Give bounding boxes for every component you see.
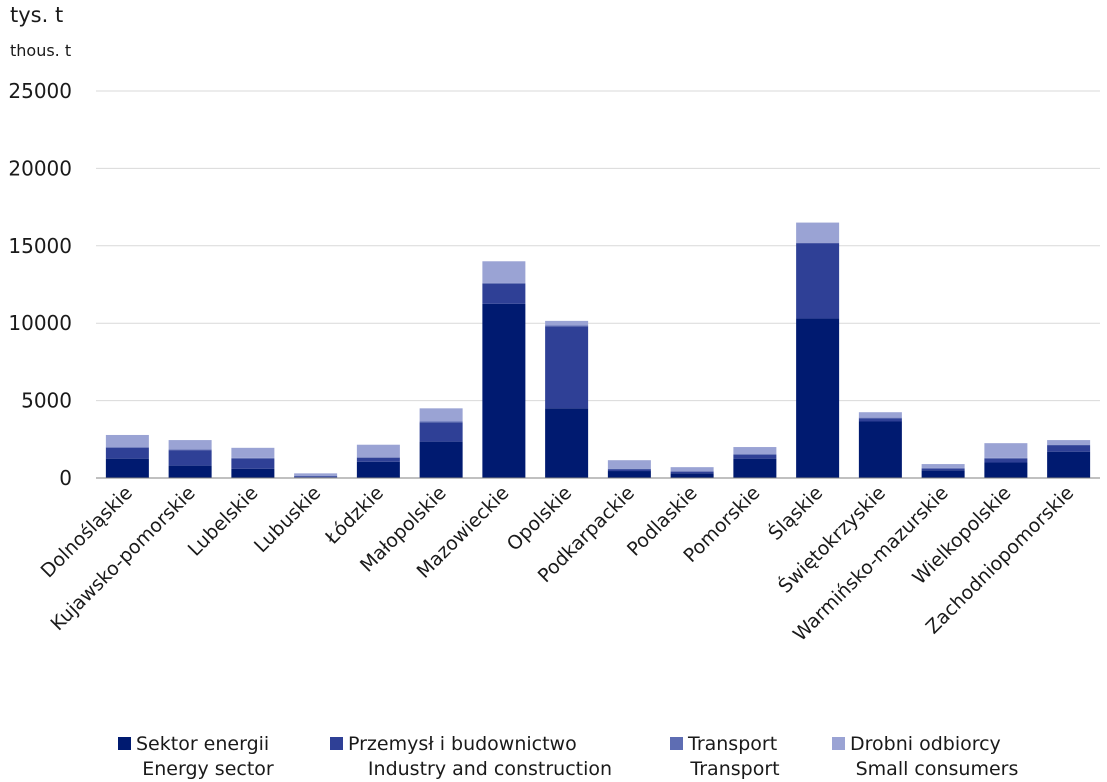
- bar-segment-2: [420, 421, 463, 422]
- y-tick-label: 5000: [21, 389, 72, 413]
- bar-segment-3: [294, 473, 337, 476]
- bar-segment-0: [169, 466, 212, 478]
- legend-item-energy: Sektor energii Energy sector: [118, 732, 298, 782]
- y-tick-label: 0: [59, 466, 72, 490]
- bar-segment-3: [545, 321, 588, 326]
- bar-segment-2: [357, 457, 400, 458]
- bar-segment-1: [231, 459, 274, 469]
- bar-segment-1: [1047, 445, 1090, 451]
- bar-segment-3: [608, 460, 651, 469]
- bar-segment-2: [231, 458, 274, 459]
- bar-segment-2: [733, 454, 776, 455]
- y-tick-label: 15000: [8, 234, 72, 258]
- bar-segment-1: [984, 459, 1027, 463]
- legend-label-energy-en: Energy sector: [118, 757, 298, 782]
- bar-segment-0: [231, 469, 274, 478]
- bar-segment-0: [984, 463, 1027, 478]
- bar-segment-0: [357, 462, 400, 478]
- bar-segment-1: [796, 243, 839, 318]
- bar-segment-2: [106, 447, 149, 448]
- bar-segment-1: [922, 469, 965, 471]
- bar-segment-0: [671, 473, 714, 478]
- legend-label-energy-pl: Sektor energii: [136, 733, 269, 755]
- legend: Sektor energii Energy sector Przemysł i …: [0, 732, 1107, 781]
- legend-item-transport: Transport Transport: [670, 732, 800, 782]
- bar-segment-2: [922, 468, 965, 469]
- bar-segment-3: [671, 467, 714, 471]
- bar-segment-2: [984, 458, 1027, 459]
- bar-segment-2: [796, 243, 839, 244]
- legend-swatch-energy: [118, 737, 131, 750]
- bar-segment-1: [671, 472, 714, 474]
- bar-segment-2: [169, 449, 212, 450]
- bar-segment-0: [922, 470, 965, 478]
- legend-label-industry-en: Industry and construction: [330, 757, 650, 782]
- bar-segment-3: [357, 445, 400, 457]
- bar-segment-1: [859, 418, 902, 421]
- legend-label-transport-pl: Transport: [688, 733, 777, 755]
- bar-segment-0: [859, 421, 902, 478]
- bar-segment-1: [357, 458, 400, 462]
- bar-segment-1: [545, 326, 588, 408]
- bar-segment-0: [482, 304, 525, 478]
- x-category-label: Świętokrzyskie: [773, 481, 890, 598]
- bar-segment-0: [796, 319, 839, 478]
- bar-segment-2: [482, 283, 525, 284]
- legend-label-transport-en: Transport: [670, 757, 800, 782]
- bar-segment-1: [482, 284, 525, 304]
- bar-segment-1: [294, 476, 337, 477]
- bar-segment-0: [733, 459, 776, 478]
- bar-segment-0: [420, 442, 463, 478]
- bar-segment-1: [106, 448, 149, 459]
- bar-segment-3: [420, 408, 463, 421]
- bar-segment-3: [733, 447, 776, 454]
- bar-segment-0: [608, 471, 651, 478]
- legend-label-small-consumers-pl: Drobni odbiorcy: [850, 733, 1001, 755]
- bar-segment-3: [169, 440, 212, 449]
- bar-segment-3: [859, 412, 902, 417]
- legend-item-small-consumers: Drobni odbiorcy Small consumers: [832, 732, 1042, 782]
- bar-segment-1: [608, 469, 651, 471]
- bar-segment-2: [1047, 445, 1090, 446]
- legend-swatch-small-consumers: [832, 737, 845, 750]
- bar-segment-3: [231, 448, 274, 458]
- y-tick-label: 25000: [8, 79, 72, 103]
- bar-segment-1: [420, 422, 463, 441]
- bar-segment-2: [859, 418, 902, 419]
- bar-segment-3: [922, 464, 965, 468]
- y-tick-label: 10000: [8, 311, 72, 335]
- bar-segment-3: [984, 443, 1027, 458]
- y-tick-label: 20000: [8, 156, 72, 180]
- bar-segment-1: [169, 450, 212, 465]
- bar-segment-0: [545, 408, 588, 478]
- bar-segment-3: [106, 435, 149, 447]
- legend-label-industry-pl: Przemysł i budownictwo: [348, 733, 577, 755]
- x-category-label: Śląskie: [763, 481, 827, 545]
- x-category-label: Lubuskie: [250, 482, 325, 557]
- bar-segment-2: [671, 471, 714, 472]
- bar-segment-0: [1047, 452, 1090, 478]
- bar-segment-1: [733, 455, 776, 459]
- legend-item-industry: Przemysł i budownictwo Industry and cons…: [330, 732, 650, 782]
- bar-segment-3: [482, 261, 525, 283]
- bar-segment-2: [608, 469, 651, 470]
- legend-swatch-industry: [330, 737, 343, 750]
- bar-segment-3: [796, 223, 839, 243]
- bar-segment-2: [545, 326, 588, 327]
- bar-segment-3: [1047, 440, 1090, 445]
- bar-segment-0: [106, 459, 149, 478]
- legend-label-small-consumers-en: Small consumers: [832, 757, 1042, 782]
- legend-swatch-transport: [670, 737, 683, 750]
